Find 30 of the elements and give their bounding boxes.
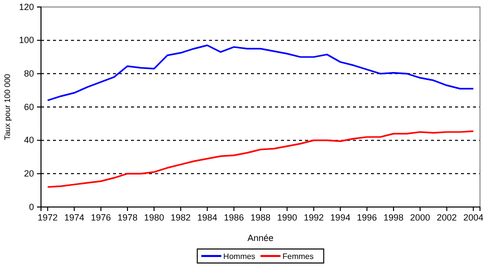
y-axis-title: Taux pour 100 000 [3,73,12,140]
line-series [46,44,474,102]
y-tick-label: 120 [18,2,34,12]
x-tick-label: 2004 [463,212,484,222]
y-tick-label: 20 [24,168,34,179]
x-tick-label: 1986 [224,212,244,222]
x-tick-label: 1992 [304,212,324,222]
line-series [46,130,474,188]
x-tick-label: 1978 [117,212,138,222]
legend-label: Femmes [282,252,314,261]
y-tick-label: 100 [18,35,34,46]
legend-label: Hommes [223,252,256,261]
x-tick-label: 1980 [144,212,164,222]
x-tick-label: 1996 [356,212,377,222]
x-tick-label: 1972 [38,212,58,222]
x-tick-label: 1998 [384,212,404,222]
x-tick-label: 1988 [250,212,271,222]
x-tick-label: 2002 [436,212,457,222]
x-tick-label: 1974 [64,212,84,222]
x-tick-label: 1976 [90,212,111,222]
x-tick-label: 1982 [170,212,191,222]
y-tick-label: 80 [24,68,34,79]
y-tick-label: 0 [28,202,34,212]
x-axis-title: Année [247,233,274,243]
x-tick-label: 1990 [277,212,298,222]
y-tick-label: 60 [24,102,34,112]
x-tick-label: 1984 [197,212,218,222]
x-tick-label: 1994 [330,212,350,222]
y-tick-label: 40 [24,135,34,146]
x-tick-label: 2000 [410,212,430,222]
